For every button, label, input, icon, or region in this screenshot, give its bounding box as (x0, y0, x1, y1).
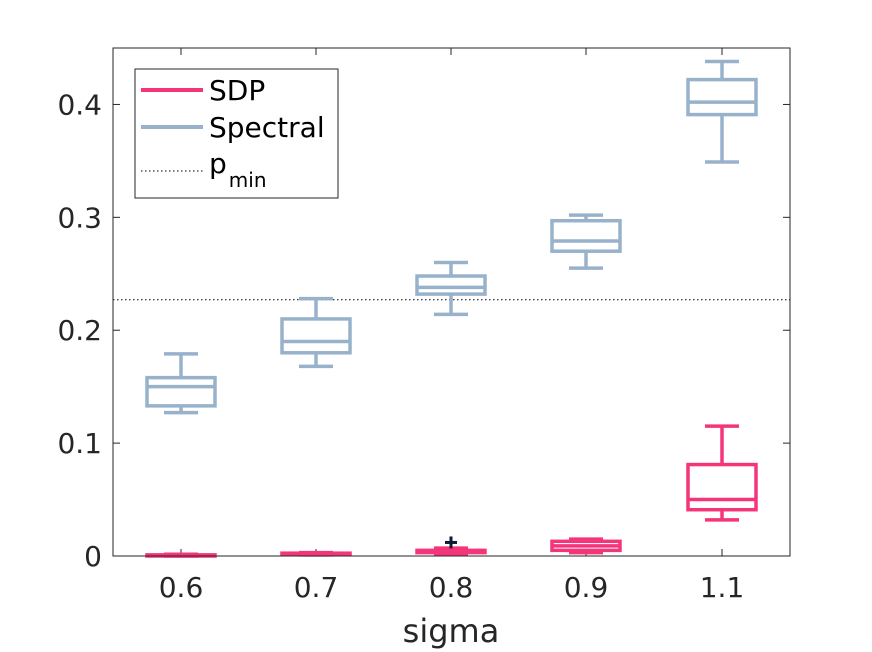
legend-label-sdp: SDP (209, 74, 265, 107)
box-series (145, 59, 758, 558)
sdp-iqr-box-4 (686, 462, 758, 512)
legend: SDP Spectral p min (134, 68, 339, 199)
spectral-box-2 (415, 260, 487, 317)
spectral-box-0 (145, 352, 217, 415)
x-tick-label-4: 1.1 (700, 571, 745, 604)
y-tick-label-0: 0 (84, 540, 102, 573)
y-axis-ticks: 0 0.1 0.2 0.3 0.4 (57, 88, 790, 573)
spectral-iqr-box-3 (550, 218, 622, 253)
spectral-iqr-box-4 (686, 77, 758, 117)
sdp-box-4 (686, 424, 758, 522)
spectral-box-3 (550, 213, 622, 270)
x-tick-label-3: 0.9 (564, 571, 609, 604)
x-tick-label-0: 0.6 (159, 571, 204, 604)
legend-label-pmin-base: p (209, 147, 227, 180)
x-axis-label: sigma (403, 612, 500, 650)
x-tick-label-2: 0.8 (429, 571, 474, 604)
spectral-iqr-box-0 (145, 375, 217, 408)
spectral-iqr-box-1 (280, 317, 352, 355)
legend-label-spectral: Spectral (209, 111, 325, 144)
sdp-box-1 (280, 550, 352, 557)
y-tick-label-4: 0.4 (57, 88, 102, 121)
sdp-box-2 (415, 536, 487, 556)
y-tick-label-3: 0.3 (57, 201, 102, 234)
plot-frame (112, 47, 791, 557)
legend-label-pmin-subscript: min (229, 168, 267, 192)
y-tick-label-2: 0.2 (57, 314, 102, 347)
y-tick-label-1: 0.1 (57, 427, 102, 460)
spectral-box-1 (280, 296, 352, 369)
spectral-iqr-box-2 (415, 274, 487, 296)
x-tick-label-1: 0.7 (294, 571, 339, 604)
spectral-box-4 (686, 59, 758, 164)
sdp-box-3 (550, 537, 622, 555)
x-axis-ticks: 0.6 0.7 0.8 0.9 1.1 (159, 48, 745, 604)
legend-label-pmin: p min (209, 147, 267, 192)
